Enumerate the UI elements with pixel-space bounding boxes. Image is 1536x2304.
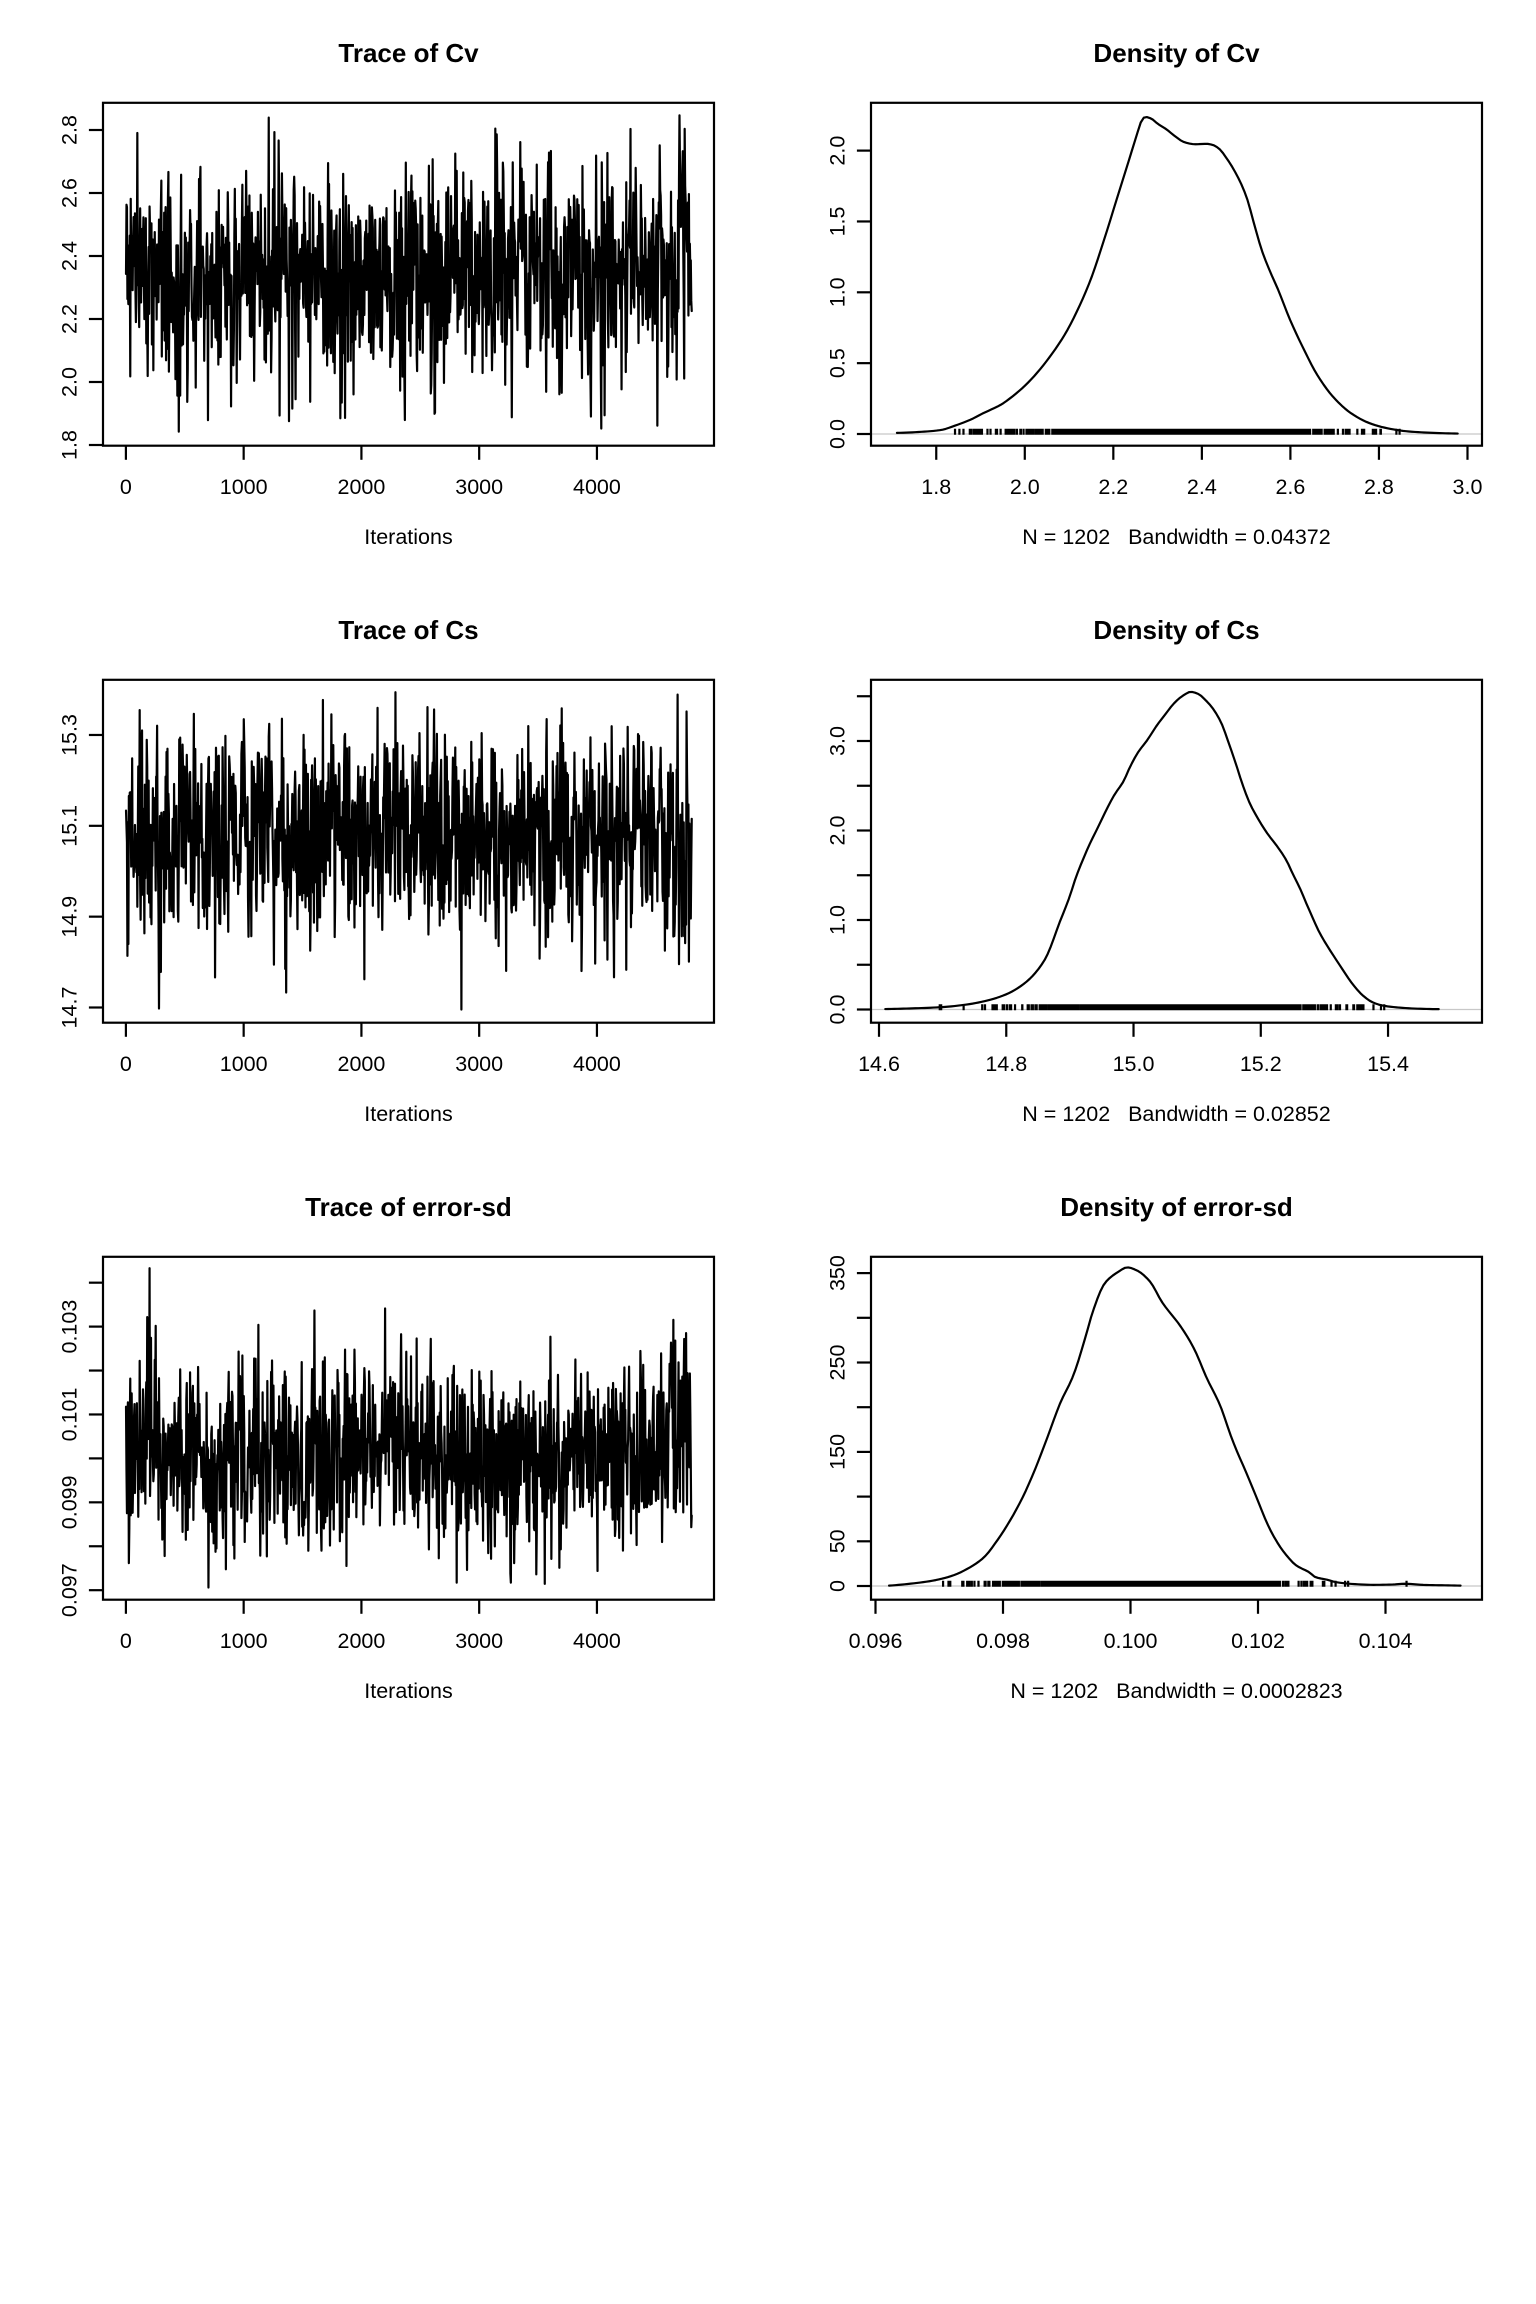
density-subtitle: N = 1202 Bandwidth = 0.0002823 [1010, 1679, 1342, 1703]
y-tick-label: 2.0 [825, 136, 849, 166]
y-tick-label: 0.101 [57, 1388, 81, 1442]
trace-line [124, 114, 693, 433]
x-tick-label: 15.0 [1113, 1052, 1155, 1076]
y-tick-label: 0 [825, 1580, 849, 1592]
x-tick-label: 0.102 [1231, 1629, 1285, 1653]
panel-density-cv: Density of Cv 1.8 2.0 2.2 2.4 2.6 2.8 3.0 0.0 0.5… [768, 0, 1536, 577]
density-curve [884, 690, 1440, 1011]
panel-title: Trace of error-sd [305, 1192, 512, 1222]
x-tick-label: 2000 [337, 475, 385, 499]
y-tick-label: 150 [825, 1434, 849, 1470]
panel-title: Trace of Cs [338, 615, 478, 645]
x-tick-label: 3000 [455, 1052, 503, 1076]
x-tick-label: 1000 [220, 475, 268, 499]
y-tick-label: 0.0 [825, 995, 849, 1025]
density-cv-plot: Density of Cv 1.8 2.0 2.2 2.4 2.6 2.8 3.0 0.0 0.5… [825, 38, 1484, 549]
panel-density-cs: Density of Cs 14.6 14.8 15.0 15.2 15.4 0.0 1.0 2… [768, 577, 1536, 1154]
x-axis-title: Iterations [364, 1102, 452, 1126]
x-tick-label: 0 [120, 1629, 132, 1653]
y-tick-label: 1.0 [825, 905, 849, 935]
y-tick-label: 2.8 [57, 115, 81, 145]
x-tick-label: 4000 [573, 475, 621, 499]
x-tick-label: 4000 [573, 1629, 621, 1653]
y-tick-label: 1.0 [825, 277, 849, 307]
x-tick-label: 14.8 [985, 1052, 1027, 1076]
y-tick-label: 350 [825, 1255, 849, 1291]
x-tick-label: 15.2 [1240, 1052, 1282, 1076]
rug-marks [938, 1004, 1386, 1011]
y-tick-label: 14.7 [57, 987, 81, 1029]
x-tick-label: 14.6 [858, 1052, 900, 1076]
rug-marks [953, 428, 1401, 435]
x-tick-label: 0.096 [849, 1629, 903, 1653]
x-tick-label: 0.098 [976, 1629, 1030, 1653]
trace-line [124, 1267, 693, 1589]
panel-title: Density of error-sd [1060, 1192, 1293, 1222]
y-tick-label: 0.5 [825, 348, 849, 378]
x-tick-label: 3.0 [1453, 475, 1483, 499]
x-tick-label: 2.8 [1364, 475, 1394, 499]
density-curve [887, 1266, 1462, 1587]
density-error-sd-plot: Density of error-sd 0.096 0.098 0.100 0.102 0… [825, 1192, 1484, 1703]
x-tick-label: 2000 [337, 1052, 385, 1076]
panel-density-error-sd: Density of error-sd 0.096 0.098 0.100 0.102 0… [768, 1154, 1536, 1731]
x-axis-title: Iterations [364, 1679, 452, 1703]
y-tick-label: 0.097 [57, 1563, 81, 1617]
y-tick-label: 2.0 [825, 816, 849, 846]
x-tick-label: 0.104 [1359, 1629, 1413, 1653]
x-tick-label: 0 [120, 1052, 132, 1076]
panel-title: Density of Cs [1093, 615, 1259, 645]
plot-box [101, 678, 716, 1024]
plot-box [869, 101, 1484, 447]
y-tick-label: 15.1 [57, 805, 81, 847]
density-subtitle: N = 1202 Bandwidth = 0.02852 [1022, 1102, 1330, 1126]
x-axis-title: Iterations [364, 525, 452, 549]
x-tick-label: 2.6 [1275, 475, 1305, 499]
y-tick-label: 250 [825, 1345, 849, 1381]
trace-cs-plot: Trace of Cs 0 1000 2000 3000 4000 14.7 14.9 15.1… [57, 615, 716, 1126]
x-tick-label: 2000 [337, 1629, 385, 1653]
plot-box [869, 678, 1484, 1024]
x-tick-label: 1000 [220, 1629, 268, 1653]
y-tick-label: 2.2 [57, 304, 81, 334]
panel-trace-cv: Trace of Cv 0 1000 2000 3000 4000 1.8 2.0 2.2 2.4… [0, 0, 768, 577]
x-tick-label: 2.2 [1098, 475, 1128, 499]
density-cs-plot: Density of Cs 14.6 14.8 15.0 15.2 15.4 0.0 1.0 2… [825, 615, 1484, 1126]
x-tick-label: 0.100 [1104, 1629, 1158, 1653]
x-tick-label: 4000 [573, 1052, 621, 1076]
x-tick-label: 3000 [455, 1629, 503, 1653]
y-tick-label: 2.0 [57, 367, 81, 397]
y-tick-label: 0.099 [57, 1475, 81, 1529]
trace-line [124, 691, 693, 1011]
y-tick-label: 2.4 [57, 241, 81, 271]
y-tick-label: 0.0 [825, 419, 849, 449]
y-tick-label: 0.103 [57, 1300, 81, 1354]
x-tick-label: 1000 [220, 1052, 268, 1076]
y-tick-label: 50 [825, 1529, 849, 1553]
x-tick-label: 15.4 [1367, 1052, 1409, 1076]
trace-cv-plot: Trace of Cv 0 1000 2000 3000 4000 1.8 2.0 2.2 2.4… [57, 38, 716, 549]
x-tick-label: 1.8 [921, 475, 951, 499]
x-tick-label: 2.4 [1187, 475, 1217, 499]
plot-box [101, 1255, 716, 1601]
y-tick-label: 3.0 [825, 726, 849, 756]
y-tick-label: 14.9 [57, 896, 81, 938]
y-tick-label: 2.6 [57, 178, 81, 208]
panel-title: Trace of Cv [338, 38, 479, 68]
x-tick-label: 0 [120, 475, 132, 499]
panel-trace-error-sd: Trace of error-sd 0 1000 2000 3000 4000 0.097 0… [0, 1154, 768, 1731]
panel-title: Density of Cv [1093, 38, 1260, 68]
trace-error-sd-plot: Trace of error-sd 0 1000 2000 3000 4000 0.097 0… [57, 1192, 716, 1703]
panel-trace-cs: Trace of Cs 0 1000 2000 3000 4000 14.7 14.9 15.1… [0, 577, 768, 1154]
x-tick-label: 2.0 [1010, 475, 1040, 499]
density-curve [895, 115, 1459, 435]
plot-box [869, 1255, 1484, 1601]
y-tick-label: 15.3 [57, 714, 81, 756]
x-tick-label: 3000 [455, 475, 503, 499]
plot-box [101, 101, 716, 447]
y-tick-label: 1.8 [57, 430, 81, 460]
density-subtitle: N = 1202 Bandwidth = 0.04372 [1022, 525, 1330, 549]
y-tick-label: 1.5 [825, 206, 849, 236]
